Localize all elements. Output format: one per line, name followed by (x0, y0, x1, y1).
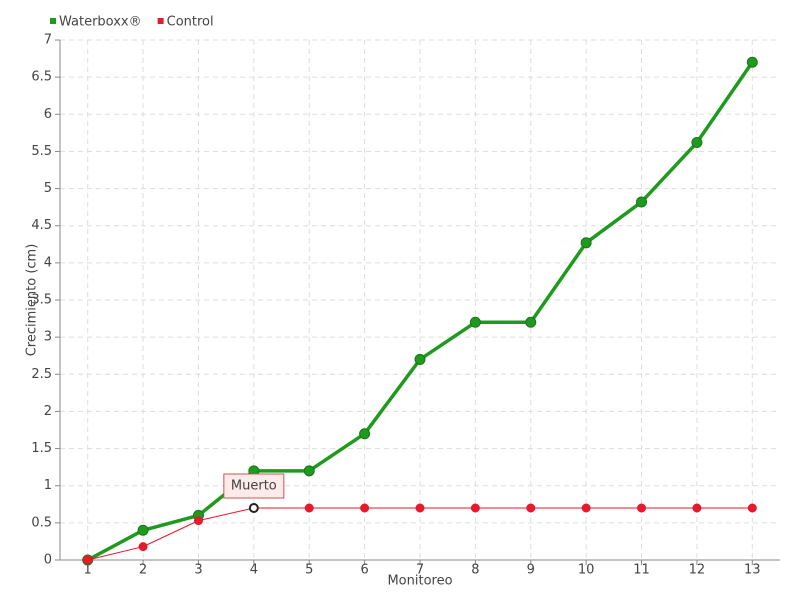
y-tick-label: 1 (44, 478, 52, 493)
data-point (469, 316, 481, 328)
legend-swatch (157, 18, 164, 24)
data-point (360, 503, 370, 513)
y-axis-label: Crecimiento (cm) (25, 244, 40, 357)
data-point (359, 428, 371, 440)
annotation-box (223, 473, 285, 499)
data-point (303, 465, 315, 477)
data-point (637, 503, 647, 513)
data-point (692, 503, 702, 513)
y-tick-label: 2 (44, 404, 52, 419)
x-axis-label: Monitoreo (387, 574, 452, 589)
x-tick-label: 11 (633, 563, 650, 578)
y-tick-label: 2.5 (31, 367, 52, 382)
x-tick-label: 12 (689, 563, 706, 578)
annotation-text: Muerto (231, 479, 277, 494)
data-point (525, 316, 537, 328)
x-tick-label: 4 (250, 563, 258, 578)
data-point (138, 542, 148, 552)
data-point (304, 503, 314, 513)
data-point (415, 503, 425, 513)
x-tick-label: 8 (471, 563, 479, 578)
data-point (414, 353, 426, 365)
data-point (580, 237, 592, 249)
y-tick-label: 6.5 (31, 70, 52, 85)
y-tick-label: 4.5 (31, 218, 52, 233)
data-point (747, 503, 757, 513)
data-point (193, 516, 203, 526)
x-tick-label: 2 (139, 563, 147, 578)
data-point (691, 137, 703, 149)
data-point (83, 555, 93, 565)
data-point (526, 503, 536, 513)
y-tick-label: 3 (44, 330, 52, 345)
data-point (137, 524, 149, 536)
legend-swatch (50, 18, 56, 24)
x-tick-label: 6 (360, 563, 368, 578)
legend-label: Waterboxx® (59, 15, 142, 30)
annotation: Muerto (223, 473, 285, 499)
x-tick-label: 10 (578, 563, 595, 578)
y-tick-label: 7 (44, 33, 52, 48)
data-point (581, 503, 591, 513)
x-tick-label: 1 (84, 563, 92, 578)
series-line (87, 507, 753, 561)
x-tick-label: 9 (527, 563, 535, 578)
data-point (248, 503, 259, 513)
legend-label: Control (167, 15, 214, 30)
y-tick-label: 1.5 (31, 441, 52, 456)
x-tick-label: 5 (305, 563, 313, 578)
x-tick-label: 7 (416, 563, 424, 578)
y-tick-label: 0.5 (31, 515, 52, 530)
y-tick-label: 6 (44, 107, 52, 122)
y-tick-label: 3.5 (31, 293, 52, 308)
data-point (636, 196, 648, 208)
data-point (470, 503, 480, 513)
data-point (746, 56, 758, 68)
x-tick-label: 13 (744, 563, 761, 578)
y-tick-label: 5 (44, 181, 52, 196)
x-tick-label: 3 (194, 563, 202, 578)
y-tick-label: 0 (44, 553, 52, 568)
y-tick-label: 5.5 (31, 144, 52, 159)
y-tick-label: 4 (44, 255, 52, 270)
